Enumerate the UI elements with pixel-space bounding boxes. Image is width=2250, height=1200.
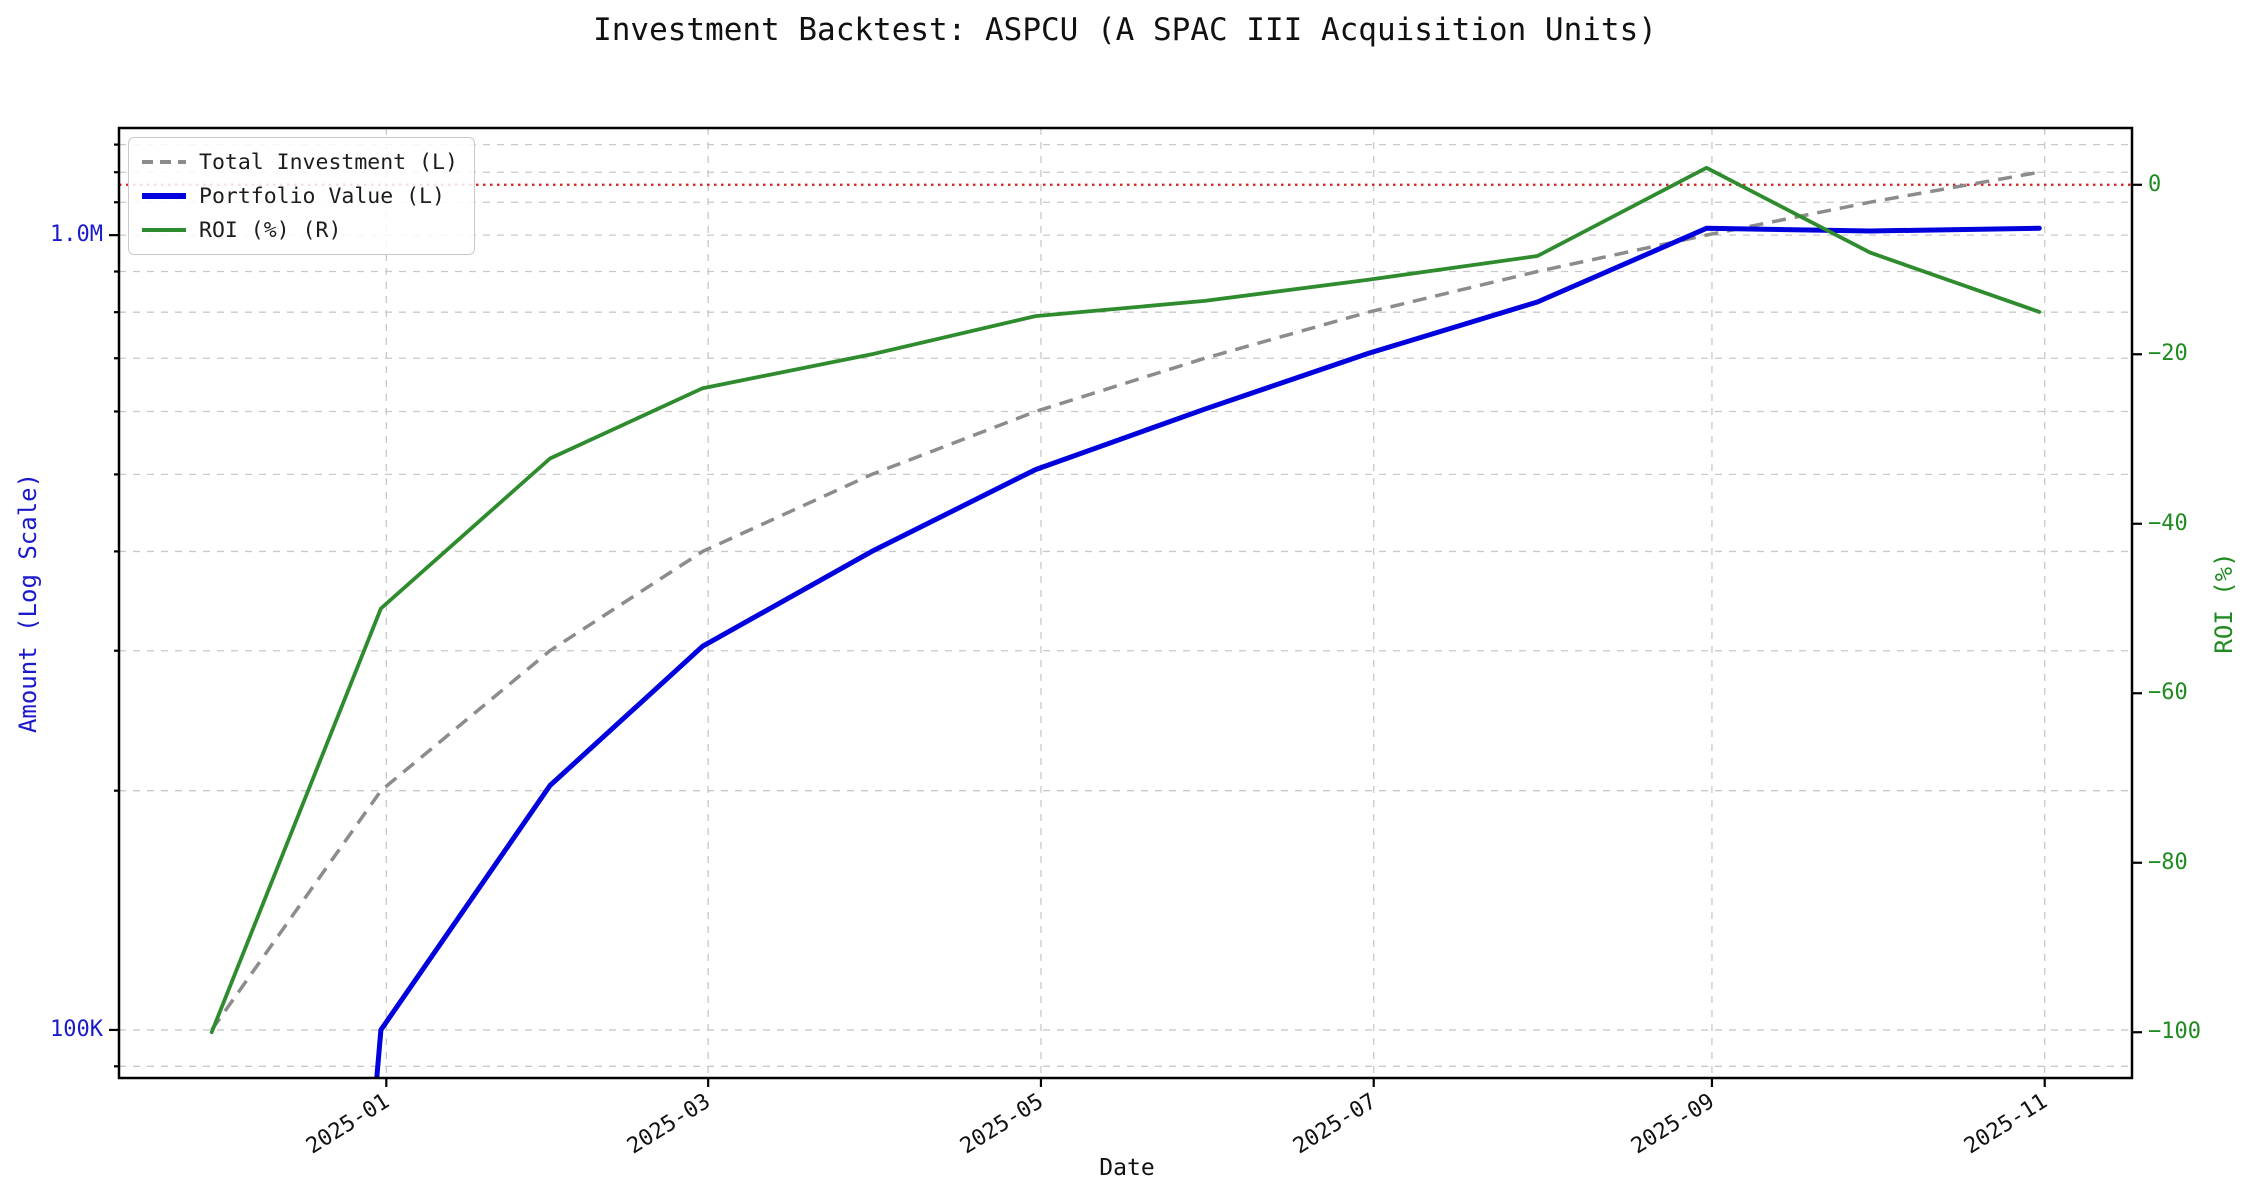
legend-item-roi: ROI (%) (R) [141,215,458,245]
legend-item-portfolio-value: Portfolio Value (L) [141,181,458,211]
legend-swatch-solid-line-green [142,228,186,232]
chart-title: Investment Backtest: ASPCU (A SPAC III A… [593,12,1657,48]
y-right-tick-label: −100 [2148,1019,2201,1045]
legend-label: Portfolio Value (L) [199,183,445,209]
y-axis-label-right: ROI (%) [2210,552,2238,654]
y-right-tick-label: −60 [2148,680,2188,706]
plot-border [117,126,2134,1080]
gridlines [119,128,2132,1078]
legend-label: ROI (%) (R) [199,217,342,243]
x-axis-label: Date [1099,1155,1155,1181]
roi-line [209,165,2042,1035]
y-axis-label-left: Amount (Log Scale) [14,472,42,734]
legend-item-total-investment: Total Investment (L) [141,147,458,177]
portfolio-value-line [374,225,2042,1078]
y-right-tick-label: 0 [2148,171,2162,197]
legend: Total Investment (L) Portfolio Value (L)… [128,137,475,255]
legend-label: Total Investment (L) [199,149,458,175]
y-right-tick-label: −80 [2148,849,2188,875]
series-group [209,165,2042,1078]
legend-swatch-dashed-line [142,160,186,164]
legend-swatch-solid-line-blue [142,193,186,199]
total-investment-line [210,170,2040,1031]
y-left-tick-label: 100K [50,1016,103,1042]
axis-ticks [109,143,2142,1087]
y-right-tick-label: −40 [2148,510,2188,536]
y-left-tick-label: 1.0M [50,222,103,248]
y-right-tick-label: −20 [2148,341,2188,367]
